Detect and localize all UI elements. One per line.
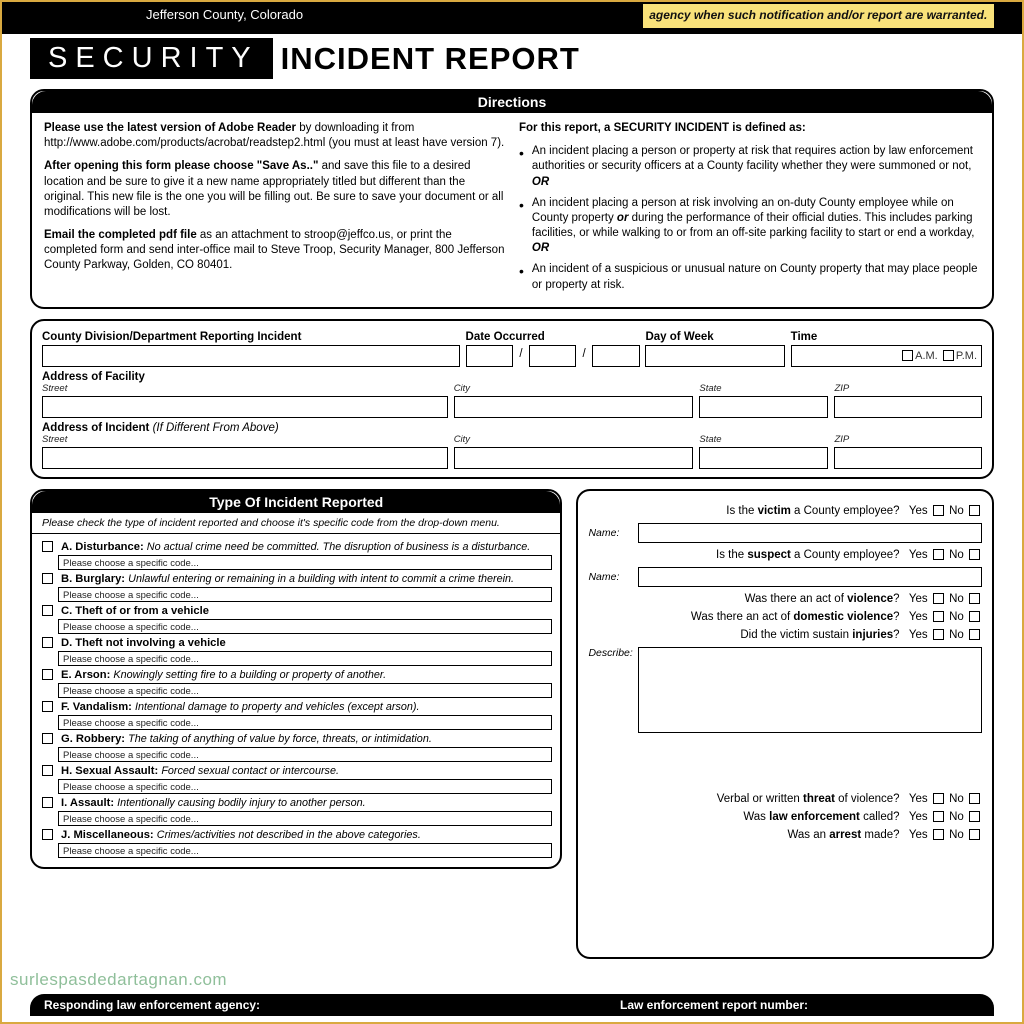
type-item-9: J. Miscellaneous: Crimes/activities not … xyxy=(40,829,552,858)
describe-box[interactable] xyxy=(638,647,982,733)
type-code-3[interactable]: Please choose a specific code... xyxy=(58,651,552,666)
type-check-3[interactable] xyxy=(42,637,53,648)
directions-title: Directions xyxy=(32,91,992,113)
type-code-7[interactable]: Please choose a specific code... xyxy=(58,779,552,794)
type-item-3: D. Theft not involving a vehicle Please … xyxy=(40,637,552,666)
victim-no[interactable] xyxy=(969,505,980,516)
incident-state[interactable] xyxy=(699,447,828,469)
facility-street[interactable] xyxy=(42,396,448,418)
time-label: Time xyxy=(791,331,982,343)
suspect-yes[interactable] xyxy=(933,549,944,560)
directions-left: Please use the latest version of Adobe R… xyxy=(44,121,505,299)
date-y[interactable] xyxy=(592,345,640,367)
time-input[interactable]: A.M. P.M. xyxy=(791,345,982,367)
type-check-1[interactable] xyxy=(42,573,53,584)
county-line: Jefferson County, Colorado xyxy=(146,7,303,22)
threat-yes[interactable] xyxy=(933,793,944,804)
q-threat: Verbal or written threat of violence? Ye… xyxy=(588,793,982,805)
date-d[interactable] xyxy=(529,345,577,367)
q-domestic: Was there an act of domestic violence? Y… xyxy=(588,611,982,623)
date-label: Date Occurred xyxy=(466,331,640,343)
facility-zip[interactable] xyxy=(834,396,982,418)
incident-street[interactable] xyxy=(42,447,448,469)
am-checkbox[interactable] xyxy=(902,350,913,361)
suspect-name[interactable] xyxy=(638,567,982,587)
injuries-no[interactable] xyxy=(969,629,980,640)
type-item-2: C. Theft of or from a vehicle Please cho… xyxy=(40,605,552,634)
q-arrest: Was an arrest made? Yes No xyxy=(588,829,982,841)
date-m[interactable] xyxy=(466,345,514,367)
law-yes[interactable] xyxy=(933,811,944,822)
incident-city[interactable] xyxy=(454,447,694,469)
violence-no[interactable] xyxy=(969,593,980,604)
suspect-no[interactable] xyxy=(969,549,980,560)
type-item-1: B. Burglary: Unlawful entering or remain… xyxy=(40,573,552,602)
type-item-5: F. Vandalism: Intentional damage to prop… xyxy=(40,701,552,730)
q-law: Was law enforcement called? Yes No xyxy=(588,811,982,823)
victim-name[interactable] xyxy=(638,523,982,543)
division-input[interactable] xyxy=(42,345,460,367)
type-check-9[interactable] xyxy=(42,829,53,840)
incident-zip[interactable] xyxy=(834,447,982,469)
type-panel: Type Of Incident Reported Please check t… xyxy=(30,489,562,869)
dow-input[interactable] xyxy=(645,345,784,367)
pm-checkbox[interactable] xyxy=(943,350,954,361)
type-title: Type Of Incident Reported xyxy=(32,491,560,513)
type-item-6: G. Robbery: The taking of anything of va… xyxy=(40,733,552,762)
bottom-bar: Responding law enforcement agency: Law e… xyxy=(30,994,994,1016)
dow-label: Day of Week xyxy=(645,331,784,343)
q-victim-employee: Is the victim a County employee? Yes No xyxy=(588,505,982,517)
type-code-5[interactable]: Please choose a specific code... xyxy=(58,715,552,730)
type-code-8[interactable]: Please choose a specific code... xyxy=(58,811,552,826)
type-code-2[interactable]: Please choose a specific code... xyxy=(58,619,552,634)
type-check-0[interactable] xyxy=(42,541,53,552)
type-instruction: Please check the type of incident report… xyxy=(32,513,560,534)
type-check-6[interactable] xyxy=(42,733,53,744)
directions-right: For this report, a SECURITY INCIDENT is … xyxy=(519,121,980,299)
violence-yes[interactable] xyxy=(933,593,944,604)
type-code-1[interactable]: Please choose a specific code... xyxy=(58,587,552,602)
report-number-label: Law enforcement report number: xyxy=(620,998,980,1012)
arrest-yes[interactable] xyxy=(933,829,944,840)
domestic-no[interactable] xyxy=(969,611,980,622)
domestic-yes[interactable] xyxy=(933,611,944,622)
type-check-7[interactable] xyxy=(42,765,53,776)
type-code-6[interactable]: Please choose a specific code... xyxy=(58,747,552,762)
type-check-4[interactable] xyxy=(42,669,53,680)
type-code-9[interactable]: Please choose a specific code... xyxy=(58,843,552,858)
questions-panel: Is the victim a County employee? Yes No … xyxy=(576,489,994,959)
type-check-2[interactable] xyxy=(42,605,53,616)
type-check-5[interactable] xyxy=(42,701,53,712)
division-label: County Division/Department Reporting Inc… xyxy=(42,331,460,343)
type-check-8[interactable] xyxy=(42,797,53,808)
type-item-7: H. Sexual Assault: Forced sexual contact… xyxy=(40,765,552,794)
watermark: surlespasdedartagnan.com xyxy=(6,970,231,990)
type-code-0[interactable]: Please choose a specific code... xyxy=(58,555,552,570)
security-badge: SECURITY xyxy=(30,38,273,79)
injuries-yes[interactable] xyxy=(933,629,944,640)
facility-label: Address of Facility xyxy=(42,371,982,383)
victim-yes[interactable] xyxy=(933,505,944,516)
type-item-4: E. Arson: Knowingly setting fire to a bu… xyxy=(40,669,552,698)
facility-city[interactable] xyxy=(454,396,694,418)
q-suspect-employee: Is the suspect a County employee? Yes No xyxy=(588,549,982,561)
type-item-0: A. Disturbance: No actual crime need be … xyxy=(40,541,552,570)
responding-agency-label: Responding law enforcement agency: xyxy=(44,998,620,1012)
report-title: INCIDENT REPORT xyxy=(281,41,580,77)
q-violence: Was there an act of violence? Yes No xyxy=(588,593,982,605)
arrest-no[interactable] xyxy=(969,829,980,840)
facility-state[interactable] xyxy=(699,396,828,418)
threat-no[interactable] xyxy=(969,793,980,804)
q-injuries: Did the victim sustain injuries? Yes No xyxy=(588,629,982,641)
type-item-8: I. Assault: Intentionally causing bodily… xyxy=(40,797,552,826)
law-no[interactable] xyxy=(969,811,980,822)
basic-info-panel: County Division/Department Reporting Inc… xyxy=(30,319,994,479)
directions-panel: Directions Please use the latest version… xyxy=(30,89,994,309)
type-code-4[interactable]: Please choose a specific code... xyxy=(58,683,552,698)
incident-addr-label: Address of Incident (If Different From A… xyxy=(42,422,982,434)
warning-note: agency when such notification and/or rep… xyxy=(643,4,994,28)
